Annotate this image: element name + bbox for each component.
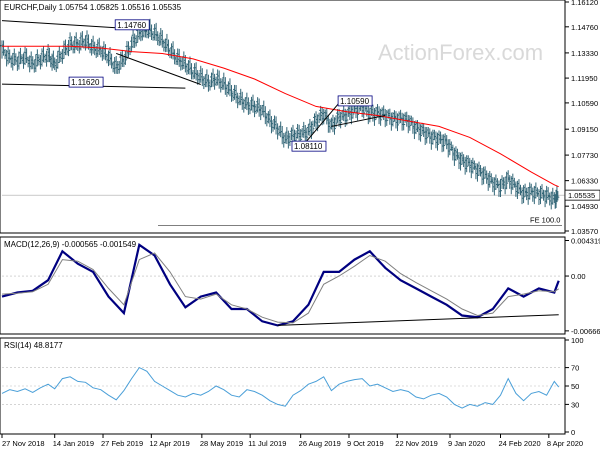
x-tick-label: 11 Jul 2019 <box>248 439 286 448</box>
x-tick-label: 12 Apr 2019 <box>149 439 189 448</box>
price-panel <box>0 0 566 234</box>
x-tick-label: 22 Nov 2019 <box>395 439 438 448</box>
y-tick-label: 0 <box>571 428 575 437</box>
x-tick-label: 27 Nov 2018 <box>2 439 45 448</box>
watermark: ActionForex.com <box>378 40 543 65</box>
annotation-label: 1.14760 <box>117 21 146 30</box>
rsi-chart-title: RSI(14) 48.8177 <box>4 341 63 350</box>
macd-chart-title: MACD(12,26,9) -0.000565 -0.001549 <box>4 240 137 249</box>
y-tick-label: 0.004319 <box>571 236 600 245</box>
last-price-tag <box>564 189 600 201</box>
y-tick-label: 1.03570 <box>571 227 598 236</box>
annotation-box <box>114 19 150 31</box>
y-tick-label: 1.07730 <box>571 151 598 160</box>
price-chart-title: EURCHF,Daily 1.05754 1.05825 1.05516 1.0… <box>4 3 182 12</box>
fe-level-label: FE 100.0 <box>530 215 560 224</box>
y-tick-label: 1.13330 <box>571 49 598 58</box>
y-tick-label: 70 <box>571 364 579 373</box>
annotation-box <box>68 76 104 88</box>
annotation-box <box>291 140 327 152</box>
macd-signal-line <box>1 252 559 324</box>
y-tick-label: 30 <box>571 400 579 409</box>
y-tick-label: 1.06330 <box>571 177 598 186</box>
y-tick-label: -0.006663 <box>571 327 600 336</box>
x-tick-label: 24 Feb 2020 <box>499 439 541 448</box>
y-tick-label: 1.14760 <box>571 23 598 32</box>
y-tick-label: 1.11950 <box>571 74 598 83</box>
annotation-label: 1.11620 <box>71 78 100 87</box>
trendline <box>331 115 386 127</box>
macd-panel <box>0 236 566 335</box>
macd-trendline <box>277 314 559 326</box>
moving-average-line <box>2 45 559 188</box>
x-tick-label: 14 Jan 2019 <box>53 439 94 448</box>
trendline <box>116 52 201 85</box>
annotation-label: 1.10590 <box>340 97 369 106</box>
rsi-series-group <box>1 366 562 409</box>
trendline <box>300 102 340 149</box>
y-tick-label: 1.09150 <box>571 125 598 134</box>
y-tick-label: 1.10590 <box>571 99 598 108</box>
y-tick-label: 1.16120 <box>571 0 598 7</box>
last-price-label: 1.05535 <box>568 191 595 200</box>
macd-series-group <box>1 242 562 327</box>
x-tick-label: 26 Aug 2019 <box>299 439 341 448</box>
x-tick-label: 9 Oct 2019 <box>347 439 384 448</box>
x-tick-label: 27 Feb 2019 <box>101 439 143 448</box>
annotation-box <box>337 95 373 107</box>
y-tick-label: 1.04930 <box>571 202 598 211</box>
x-tick-label: 9 Jan 2020 <box>448 439 485 448</box>
macd-line <box>1 242 560 327</box>
x-tick-label: 8 Apr 2020 <box>547 439 583 448</box>
y-tick-label: 50 <box>571 382 579 391</box>
y-tick-label: 100 <box>571 336 584 345</box>
y-tick-label: 0.00 <box>571 272 586 281</box>
annotation-label: 1.08110 <box>294 142 323 151</box>
x-tick-label: 28 May 2019 <box>200 439 243 448</box>
rsi-line <box>1 366 560 409</box>
price-series-group: FE 100.0 1.14760 1.11620 1.10590 1.08110 <box>0 18 565 226</box>
